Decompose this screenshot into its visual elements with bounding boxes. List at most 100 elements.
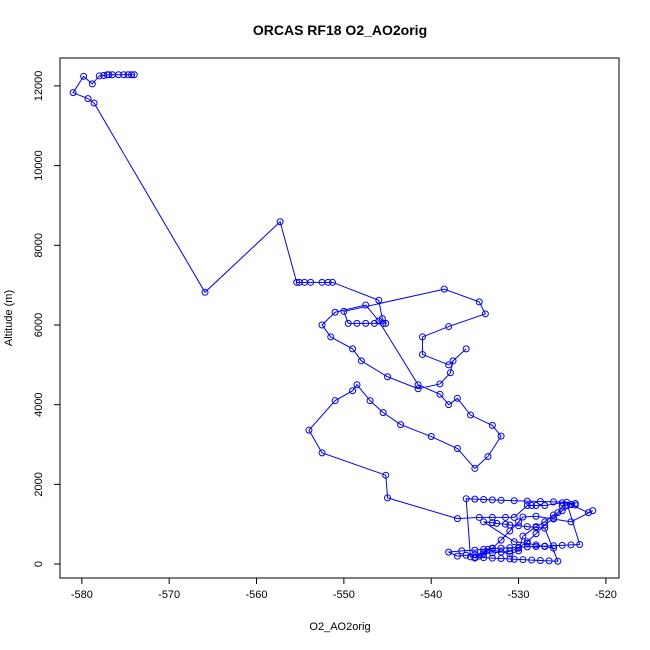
data-point — [353, 381, 361, 389]
data-point — [519, 513, 527, 521]
data-point — [532, 512, 540, 520]
x-tick-label: -540 — [420, 589, 442, 601]
x-tick-label: -550 — [333, 589, 355, 601]
data-point — [554, 509, 562, 517]
data-point — [484, 545, 492, 553]
data-point — [414, 381, 422, 389]
data-point — [549, 514, 557, 522]
data-point — [506, 547, 514, 555]
data-point — [475, 513, 483, 521]
data-point — [519, 556, 527, 564]
data-point — [515, 547, 523, 555]
plot-frame — [59, 57, 620, 579]
data-point — [532, 541, 540, 549]
data-point — [453, 552, 461, 560]
data-point — [584, 509, 592, 517]
data-point — [362, 319, 370, 327]
data-point — [276, 218, 284, 226]
data-point — [384, 494, 392, 502]
data-point — [331, 308, 339, 316]
x-tick-label: -560 — [246, 589, 268, 601]
data-point — [375, 296, 383, 304]
x-axis-label: O2_AO2orig — [309, 621, 370, 633]
data-point — [488, 421, 496, 429]
data-point — [295, 278, 303, 286]
data-point — [488, 519, 496, 527]
data-point — [307, 278, 315, 286]
data-point — [293, 278, 301, 286]
data-point — [305, 426, 313, 434]
data-point — [558, 507, 566, 515]
data-point — [331, 397, 339, 405]
data-point — [484, 452, 492, 460]
data-point — [501, 520, 509, 528]
data-point — [541, 543, 549, 551]
data-point — [362, 301, 370, 309]
data-point — [445, 548, 453, 556]
chart-title: ORCAS RF18 O2_AO2orig — [253, 22, 427, 38]
data-point — [523, 501, 531, 509]
data-point — [318, 449, 326, 457]
data-point — [523, 543, 531, 551]
data-point — [488, 513, 496, 521]
data-point — [549, 544, 557, 552]
data-point — [576, 541, 584, 549]
data-point — [100, 72, 108, 80]
data-point — [90, 99, 98, 107]
data-point — [108, 71, 116, 79]
data-point — [436, 390, 444, 398]
y-tick-label: 0 — [33, 561, 45, 567]
data-point — [453, 515, 461, 523]
data-point — [445, 401, 453, 409]
x-tick-label: -520 — [595, 589, 617, 601]
data-point — [471, 553, 479, 561]
data-point — [84, 95, 92, 103]
data-point — [488, 496, 496, 504]
data-point — [467, 553, 475, 561]
data-point — [536, 497, 544, 505]
data-point — [449, 357, 457, 365]
y-tick-label: 2000 — [33, 472, 45, 496]
data-point — [414, 385, 422, 393]
data-point — [541, 521, 549, 529]
y-tick-label: 12000 — [33, 71, 45, 102]
data-point — [497, 554, 505, 562]
data-point — [549, 498, 557, 506]
x-tick-label: -580 — [71, 589, 93, 601]
plot-area — [69, 71, 597, 565]
data-point — [446, 369, 454, 377]
data-point — [523, 539, 531, 547]
data-point — [327, 333, 335, 341]
data-point — [563, 501, 571, 509]
x-tick-label: -530 — [508, 589, 530, 601]
data-point — [379, 409, 387, 417]
data-point — [349, 387, 357, 395]
data-point — [515, 518, 523, 526]
data-point — [567, 541, 575, 549]
x-axis: -580 -570 -560 -550 -540 -530 -520 — [71, 578, 617, 601]
data-point — [488, 549, 496, 557]
data-point — [571, 501, 579, 509]
data-point — [445, 361, 453, 369]
data-point — [536, 556, 544, 564]
data-point — [480, 550, 488, 558]
data-point — [471, 495, 479, 503]
data-point — [558, 502, 566, 510]
data-point — [497, 536, 505, 544]
data-point — [541, 524, 549, 532]
data-point — [506, 521, 514, 529]
data-point — [558, 541, 566, 549]
data-point — [103, 71, 111, 79]
data-point — [497, 496, 505, 504]
data-point — [519, 532, 527, 540]
y-tick-label: 8000 — [33, 233, 45, 257]
data-point — [488, 545, 496, 553]
data-point — [445, 323, 453, 331]
data-point — [471, 464, 479, 472]
data-point — [436, 380, 444, 388]
data-point — [453, 394, 461, 402]
data-point — [480, 496, 488, 504]
data-point — [541, 501, 549, 509]
data-point — [506, 555, 514, 563]
data-point — [532, 501, 540, 509]
